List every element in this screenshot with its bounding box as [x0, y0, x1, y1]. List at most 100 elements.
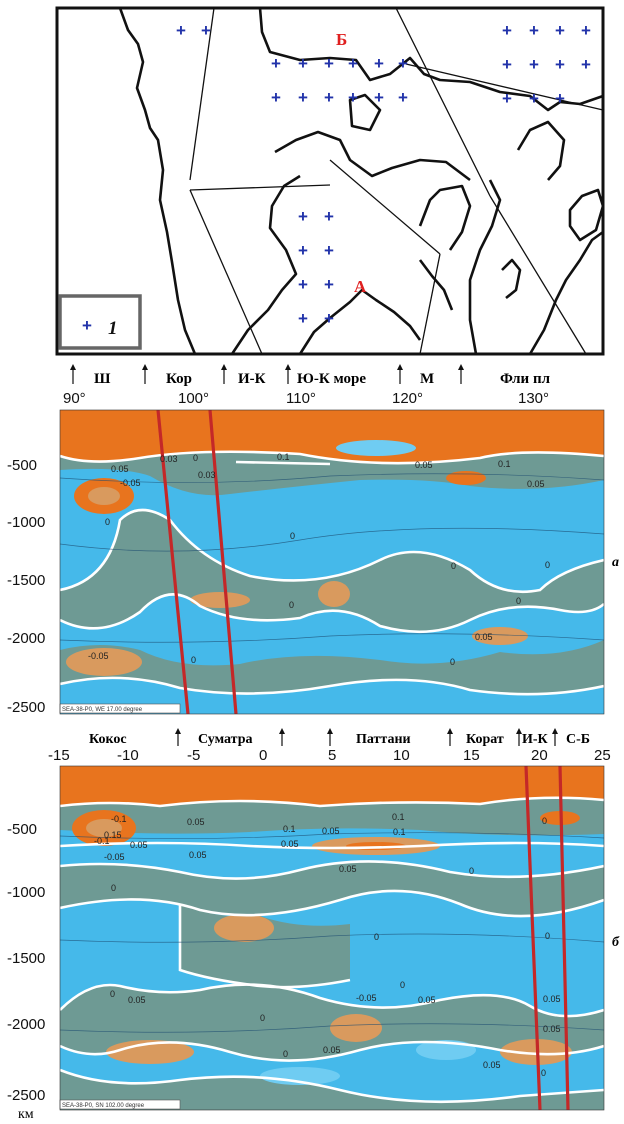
blob-orange-b4 — [214, 914, 274, 942]
y-tick-a-3: -2000 — [7, 630, 45, 647]
region-arrow — [142, 364, 148, 384]
region-arrow — [516, 728, 522, 746]
region-arrow — [221, 364, 227, 384]
band-gray-b4 — [60, 1070, 604, 1110]
plus-marker: + — [555, 55, 565, 74]
contour-label: 0.05 — [187, 817, 205, 827]
blob-orange-a5 — [190, 592, 250, 608]
x-tick-a-0: 90° — [63, 390, 86, 407]
x-tick-a-1: 100° — [178, 390, 209, 407]
region-arrow — [327, 728, 333, 746]
mid-cyan-a — [60, 594, 604, 666]
y-tick-b-3: -2000 — [7, 1016, 45, 1033]
contour-label: 0 — [111, 883, 116, 893]
region-label-a-3: Ю-К море — [297, 371, 366, 387]
contour-label: 0 — [542, 816, 547, 826]
region-arrow — [458, 364, 464, 384]
map-legend-box — [58, 294, 142, 350]
blob-orange-b1-core — [86, 819, 122, 837]
contour-label: 0.1 — [277, 452, 290, 462]
region-arrow — [447, 728, 453, 746]
region-labels-a: Ш Кор И-К Ю-К море М Фли пл — [94, 371, 551, 387]
map-legend-label: 1 — [108, 318, 118, 339]
contour-label: 0.03 — [198, 470, 216, 480]
contour-label: 0 — [469, 866, 474, 876]
y-tick-b-0: -500 — [7, 821, 37, 838]
region-arrow — [279, 728, 285, 746]
x-ticks-a: 90° 100° 110° 120° 130° — [63, 390, 549, 407]
map-letter-b: Б — [336, 30, 347, 49]
map-coastlines — [118, 7, 605, 355]
contour-label: 0 — [400, 980, 405, 990]
blob-orange-a4 — [318, 581, 350, 607]
plus-marker: + — [298, 309, 308, 328]
x-tick-b-8: 25 — [594, 747, 611, 764]
frame-b — [59, 765, 605, 1111]
x-tick-a-3: 120° — [392, 390, 423, 407]
plus-marker: + — [502, 21, 512, 40]
contour-label: 0 — [260, 1013, 265, 1023]
contour-label: 0.05 — [418, 995, 436, 1005]
blob-orange-a3 — [66, 648, 142, 676]
x-tick-b-0: -15 — [48, 747, 70, 764]
unit-label: км — [18, 1107, 34, 1122]
x-tick-b-6: 15 — [463, 747, 480, 764]
region-arrows-a — [70, 364, 464, 384]
plus-marker: + — [271, 88, 281, 107]
thin-contours-a — [60, 473, 604, 643]
plus-marker: + — [555, 89, 565, 108]
region-label-b-4: И-К — [522, 732, 549, 747]
contour-labels-b: -0.1 0.15 -0.1 -0.05 0.05 0.05 0.05 0.1 … — [94, 812, 561, 1078]
section-b-plot: -0.1 0.15 -0.1 -0.05 0.05 0.05 0.05 0.1 … — [59, 765, 605, 1111]
plus-marker: + — [581, 55, 591, 74]
plus-marker: + — [324, 88, 334, 107]
contour-label: 0.03 — [160, 454, 178, 464]
contour-label: -0.05 — [120, 478, 141, 488]
red-line-a2 — [208, 410, 238, 714]
region-label-a-2: И-К — [238, 371, 266, 387]
contour-label: 0.1 — [393, 827, 406, 837]
region-label-b-0: Кокос — [89, 732, 127, 747]
contour-label: 0 — [289, 600, 294, 610]
contour-label: -0.1 — [111, 814, 127, 824]
contour-label: -0.05 — [104, 852, 125, 862]
blob-orange-b6 — [500, 1039, 572, 1065]
plus-marker: + — [201, 21, 211, 40]
contour-label: 0.05 — [189, 850, 207, 860]
blob-orange-b5 — [330, 1014, 382, 1042]
contour-label: 0.05 — [483, 1060, 501, 1070]
y-tick-b-2: -1500 — [7, 950, 45, 967]
y-ticks-a: -500 -1000 -1500 -2000 -2500 — [7, 457, 45, 716]
region-label-a-1: Кор — [166, 371, 192, 387]
contour-label: 0.05 — [543, 1024, 561, 1034]
plus-marker: + — [348, 54, 358, 73]
bottom-cyan-a — [60, 677, 604, 714]
plus-marker: + — [398, 88, 408, 107]
plus-marker: + — [324, 309, 334, 328]
section-a-plot: 0.03 0 0.05 0.1 -0.05 0.05 0.1 0.05 0.03… — [59, 409, 605, 715]
region-arrow — [397, 364, 403, 384]
contour-label: 0.05 — [475, 632, 493, 642]
region-arrows-b — [175, 728, 558, 746]
contour-label: 0 — [450, 657, 455, 667]
plus-marker: + — [529, 55, 539, 74]
upper-cyan-a — [60, 468, 604, 592]
contour-label: 0.05 — [130, 840, 148, 850]
contour-label: 0 — [191, 655, 196, 665]
contour-label: 0 — [283, 1049, 288, 1059]
y-tick-a-4: -2500 — [7, 699, 45, 716]
plus-marker: + — [271, 54, 281, 73]
plus-marker: + — [374, 54, 384, 73]
region-arrow — [70, 364, 76, 384]
contour-label: 0.15 — [104, 830, 122, 840]
contour-label: 0.1 — [392, 812, 405, 822]
top-orange-b — [60, 766, 604, 806]
contour-label: 0.1 — [498, 459, 511, 469]
contour-label: 0.05 — [322, 826, 340, 836]
blob-orange-b3 — [106, 1040, 194, 1064]
map-lines — [189, 7, 604, 355]
plus-marker: + — [324, 275, 334, 294]
x-tick-a-4: 130° — [518, 390, 549, 407]
plus-marker: + — [298, 88, 308, 107]
contour-label: 0.05 — [339, 864, 357, 874]
